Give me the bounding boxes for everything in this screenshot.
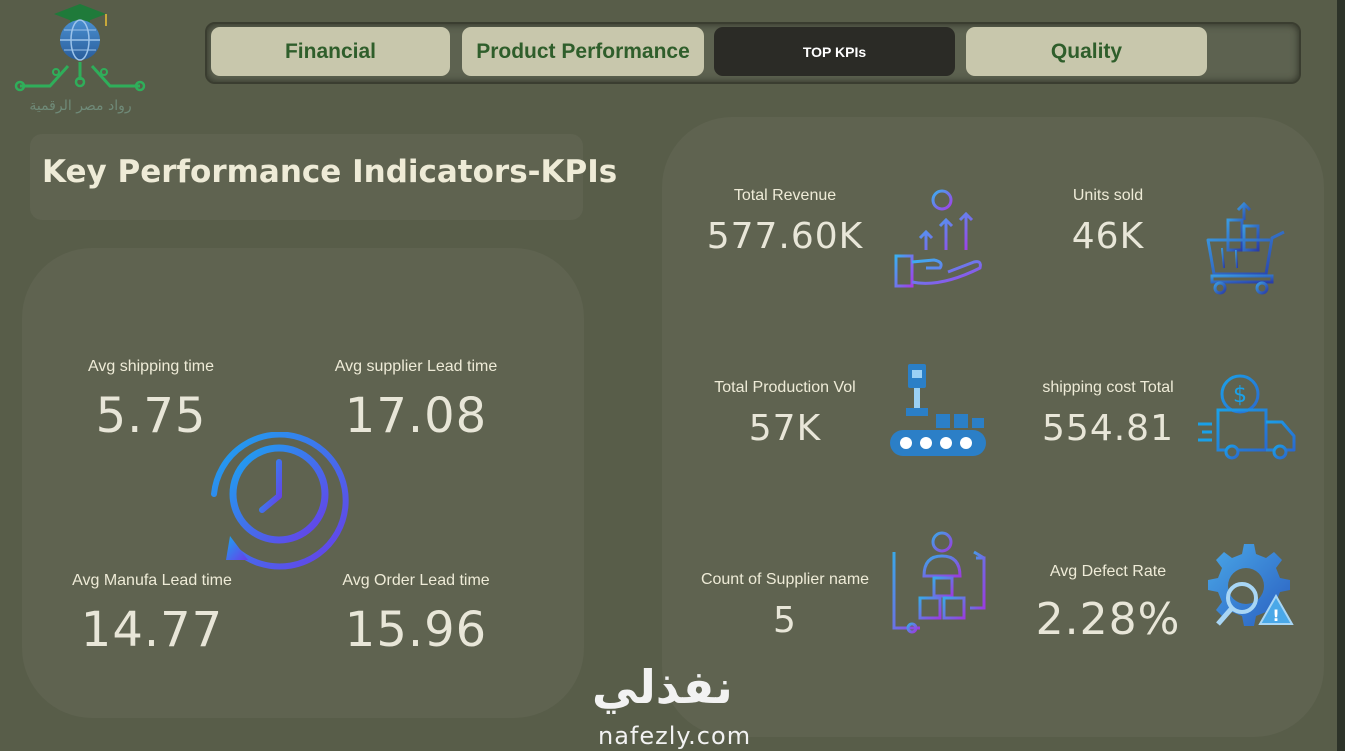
- avg-order-lead-time-value: 15.96: [344, 602, 488, 658]
- avg-supplier-lead-time-label: Avg supplier Lead time: [334, 358, 498, 375]
- svg-text:!: !: [1272, 606, 1279, 625]
- title-card: [30, 134, 583, 220]
- total-revenue-label: Total Revenue: [733, 187, 837, 204]
- total-production-vol-value: 57K: [748, 408, 822, 449]
- supplier-icon: [892, 531, 986, 634]
- conveyor-icon: [890, 364, 986, 456]
- avg-shipping-time-label: Avg shipping time: [88, 358, 214, 375]
- shipping-cost-total-label: shipping cost Total: [1042, 379, 1174, 396]
- watermark-arabic: نفذلي: [592, 660, 733, 714]
- total-production-vol-label: Total Production Vol: [714, 379, 856, 396]
- svg-text:$: $: [1233, 383, 1247, 408]
- avg-shipping-time-value: 5.75: [95, 388, 207, 444]
- avg-supplier-lead-time-value: 17.08: [344, 388, 488, 444]
- avg-manufa-lead-time-label: Avg Manufa Lead time: [72, 572, 232, 589]
- tab-financial[interactable]: Financial: [211, 27, 450, 76]
- units-sold-label: Units sold: [1072, 187, 1144, 204]
- units-sold-value: 46K: [1071, 216, 1145, 257]
- right-edge-divider: [1337, 0, 1345, 751]
- watermark-latin: nafezly.com: [598, 722, 752, 750]
- avg-manufa-lead-time-value: 14.77: [80, 602, 224, 658]
- top-kpis-card: [662, 117, 1324, 737]
- total-revenue-value: 577.60K: [706, 216, 864, 257]
- cart-icon: [1206, 201, 1285, 295]
- lead-time-card: [22, 248, 584, 718]
- clock-refresh-icon: [211, 432, 349, 570]
- defect-gear-icon: !: [1208, 544, 1294, 626]
- tab-quality[interactable]: Quality: [966, 27, 1207, 76]
- page-title: Key Performance Indicators-KPIs: [42, 154, 618, 190]
- tab-top-kpis[interactable]: TOP KPIs: [714, 27, 955, 76]
- avg-defect-rate-label: Avg Defect Rate: [1049, 563, 1167, 580]
- delivery-truck-icon: $: [1198, 374, 1296, 460]
- avg-order-lead-time-label: Avg Order Lead time: [342, 572, 490, 589]
- tab-product-performance[interactable]: Product Performance: [462, 27, 704, 76]
- revenue-hand-icon: [894, 189, 982, 288]
- logo-text: رواد مصر الرقمية: [29, 98, 132, 114]
- shipping-cost-total-value: 554.81: [1042, 408, 1174, 449]
- count-of-supplier-name-label: Count of Supplier name: [700, 571, 870, 588]
- count-of-supplier-name-value: 5: [773, 600, 797, 641]
- avg-defect-rate-value: 2.28%: [1035, 594, 1181, 645]
- logo-icon: [14, 4, 146, 92]
